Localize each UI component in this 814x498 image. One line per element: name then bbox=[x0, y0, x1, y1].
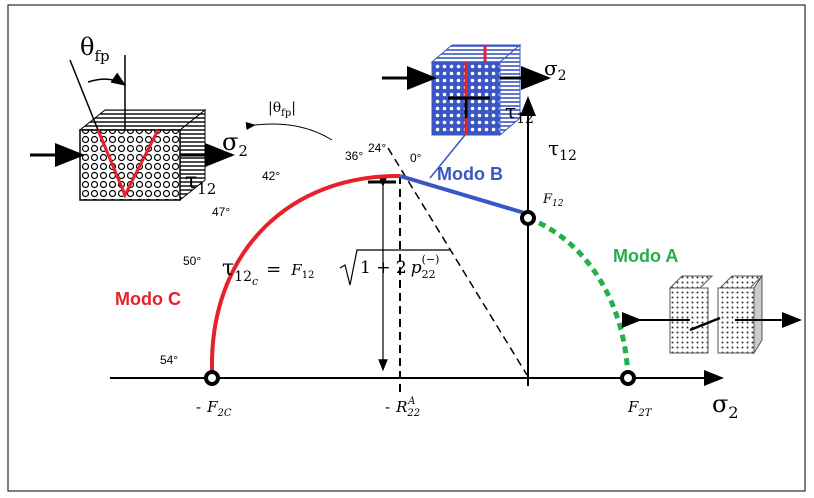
sigma-label: σ2 bbox=[222, 128, 248, 160]
x-axis-label: σ2 bbox=[712, 390, 739, 422]
angle-label: 24° bbox=[368, 141, 386, 155]
angle-label: 54° bbox=[160, 353, 178, 367]
angle-label: 47° bbox=[212, 205, 230, 219]
y-axis-label: τ12 bbox=[548, 136, 577, 164]
angle-label: 42° bbox=[262, 169, 280, 183]
point-f12 bbox=[522, 212, 534, 224]
mode-a-label: Modo A bbox=[613, 246, 678, 266]
r22a-label: -R22A bbox=[385, 396, 420, 419]
angle-label: 0° bbox=[410, 151, 422, 165]
diagram: θfp σ2 τ12 |θfp| σ2 τ12 36° 24° 0° 42° 4… bbox=[0, 0, 814, 498]
rotation-arrow bbox=[255, 124, 332, 140]
angle-label: 50° bbox=[183, 254, 201, 268]
cube-mode-a bbox=[640, 276, 800, 353]
mode-a-curve bbox=[528, 218, 628, 378]
rotation-label: |θfp| bbox=[268, 100, 296, 119]
point-f2t bbox=[622, 372, 634, 384]
mode-b-label: Modo B bbox=[437, 164, 503, 184]
cube-mode-c bbox=[30, 55, 232, 200]
point-f2c bbox=[206, 372, 218, 384]
f12-label: F12 bbox=[542, 192, 564, 209]
f2t-label: F2T bbox=[627, 398, 653, 419]
formula-lhs: τ12c=F12 bbox=[222, 256, 314, 288]
mode-c-label: Modo C bbox=[115, 289, 181, 309]
theta-label: θfp bbox=[80, 33, 110, 65]
angle-label: 36° bbox=[345, 149, 363, 163]
sigma-label: σ2 bbox=[544, 56, 567, 84]
f2c-label: -F2C bbox=[196, 398, 232, 419]
